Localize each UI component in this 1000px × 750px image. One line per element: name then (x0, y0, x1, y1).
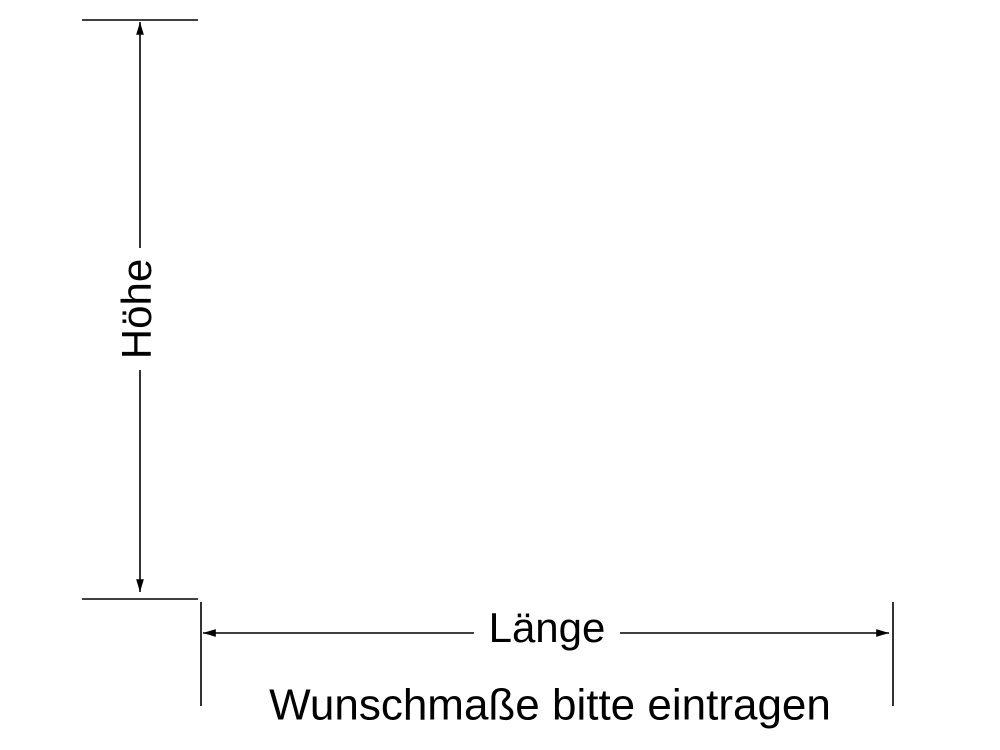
label-gap (474, 608, 620, 656)
note: Wunschmaße bitte eintragen (269, 681, 831, 730)
length-label: Länge (489, 604, 606, 651)
label-gap (115, 248, 165, 370)
height-label: Höhe (113, 259, 160, 359)
